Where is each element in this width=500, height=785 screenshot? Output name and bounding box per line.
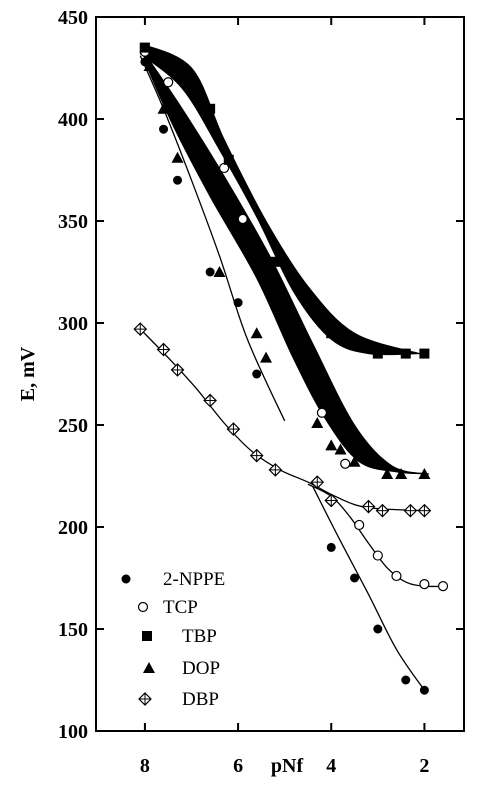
data-point-tbp bbox=[172, 63, 183, 73]
y-tick-label: 300 bbox=[58, 313, 88, 335]
data-point-dbp bbox=[403, 503, 418, 518]
data-point-dbp bbox=[249, 448, 264, 463]
data-point-2-nppe bbox=[140, 57, 150, 67]
data-point-tcp bbox=[419, 579, 430, 590]
fit-line-2-nppe-1 bbox=[312, 485, 425, 691]
y-tick-label: 400 bbox=[58, 109, 88, 131]
data-points bbox=[133, 42, 449, 695]
data-point-2-nppe bbox=[326, 542, 336, 552]
x-tick-label: 4 bbox=[326, 755, 336, 777]
filled-bands bbox=[139, 42, 430, 475]
data-point-dbp bbox=[324, 493, 339, 508]
data-point-2-nppe bbox=[159, 124, 169, 134]
data-point-dbp bbox=[226, 422, 241, 436]
data-point-2-nppe bbox=[350, 573, 360, 583]
filled-band-tbp bbox=[139, 42, 420, 356]
legend-marker-dop bbox=[143, 662, 155, 673]
data-point-tbp bbox=[205, 103, 216, 114]
data-point-tbp bbox=[270, 256, 281, 267]
data-point-dop bbox=[213, 266, 226, 277]
legend-label-2-nppe: 2-NPPE bbox=[163, 569, 225, 590]
y-tick-label: 450 bbox=[58, 7, 88, 29]
data-point-2-nppe bbox=[173, 175, 183, 185]
data-point-tbp bbox=[400, 348, 411, 359]
data-point-2-nppe bbox=[373, 624, 383, 634]
data-point-dbp bbox=[203, 393, 217, 408]
data-point-tbp bbox=[419, 348, 430, 359]
data-point-tcp bbox=[354, 519, 365, 531]
data-point-2-nppe bbox=[252, 369, 262, 379]
data-point-tcp bbox=[237, 213, 248, 225]
y-axis-title: E, mV bbox=[17, 346, 39, 401]
y-tick-label: 200 bbox=[58, 517, 88, 539]
data-point-dop bbox=[157, 102, 170, 114]
data-point-dop bbox=[171, 151, 184, 163]
plot-frame bbox=[95, 16, 465, 732]
x-tick-label: 6 bbox=[233, 755, 243, 777]
data-point-dop bbox=[143, 59, 156, 71]
legend-marker-dbp bbox=[138, 692, 152, 706]
axis-ticks: 100 150 200 250 300 350 400 450 8 6 4 2 bbox=[58, 7, 464, 777]
data-point-tbp bbox=[326, 328, 337, 339]
data-point-dop bbox=[348, 455, 361, 467]
legend-marker-tbp bbox=[142, 631, 152, 641]
data-point-dbp bbox=[310, 475, 325, 489]
y-tick-label: 100 bbox=[58, 721, 88, 743]
data-point-dop bbox=[311, 416, 324, 428]
legend-marker-tcp bbox=[137, 601, 149, 613]
data-point-tcp bbox=[163, 77, 174, 88]
x-axis-title: pNf bbox=[271, 755, 304, 777]
data-point-tcp bbox=[437, 581, 449, 592]
data-point-2-nppe bbox=[205, 267, 215, 277]
y-tick-label: 150 bbox=[58, 619, 88, 641]
data-point-dop bbox=[250, 327, 263, 339]
data-point-dbp bbox=[133, 322, 148, 336]
data-point-tbp bbox=[372, 348, 383, 359]
data-point-tbp bbox=[139, 42, 150, 53]
data-point-dop bbox=[395, 467, 408, 479]
legend: 2-NPPE TCP TBP DOP DBP bbox=[121, 569, 225, 710]
data-point-2-nppe bbox=[233, 298, 243, 308]
x-tick-label: 8 bbox=[140, 755, 150, 777]
data-point-dop bbox=[381, 467, 394, 479]
data-point-dop bbox=[334, 443, 347, 455]
data-point-dop bbox=[260, 351, 273, 363]
data-point-dbp bbox=[361, 499, 376, 514]
legend-label-dop: DOP bbox=[182, 658, 220, 679]
data-point-dop bbox=[325, 439, 338, 451]
data-point-dbp bbox=[170, 363, 185, 377]
data-point-2-nppe bbox=[419, 685, 429, 695]
data-point-tcp bbox=[372, 550, 383, 561]
data-point-tcp bbox=[316, 407, 328, 418]
data-point-dbp bbox=[417, 503, 432, 518]
legend-marker-2-nppe bbox=[121, 574, 131, 584]
data-point-dbp bbox=[156, 342, 171, 357]
data-point-tbp bbox=[223, 154, 234, 165]
data-point-dop bbox=[418, 467, 431, 479]
data-point-tbp bbox=[349, 338, 360, 349]
legend-label-dbp: DBP bbox=[182, 689, 219, 710]
data-point-tcp bbox=[391, 570, 402, 582]
data-point-2-nppe bbox=[401, 675, 411, 685]
data-point-tcp bbox=[219, 162, 230, 174]
y-tick-label: 250 bbox=[58, 415, 88, 437]
data-point-tcp bbox=[340, 458, 351, 469]
data-point-dbp bbox=[375, 503, 390, 518]
filled-band-dop bbox=[144, 52, 430, 475]
legend-label-tcp: TCP bbox=[163, 597, 198, 618]
legend-label-tbp: TBP bbox=[182, 626, 217, 647]
y-tick-label: 350 bbox=[58, 211, 88, 233]
data-point-dbp bbox=[268, 463, 283, 477]
x-tick-label: 2 bbox=[419, 755, 429, 777]
